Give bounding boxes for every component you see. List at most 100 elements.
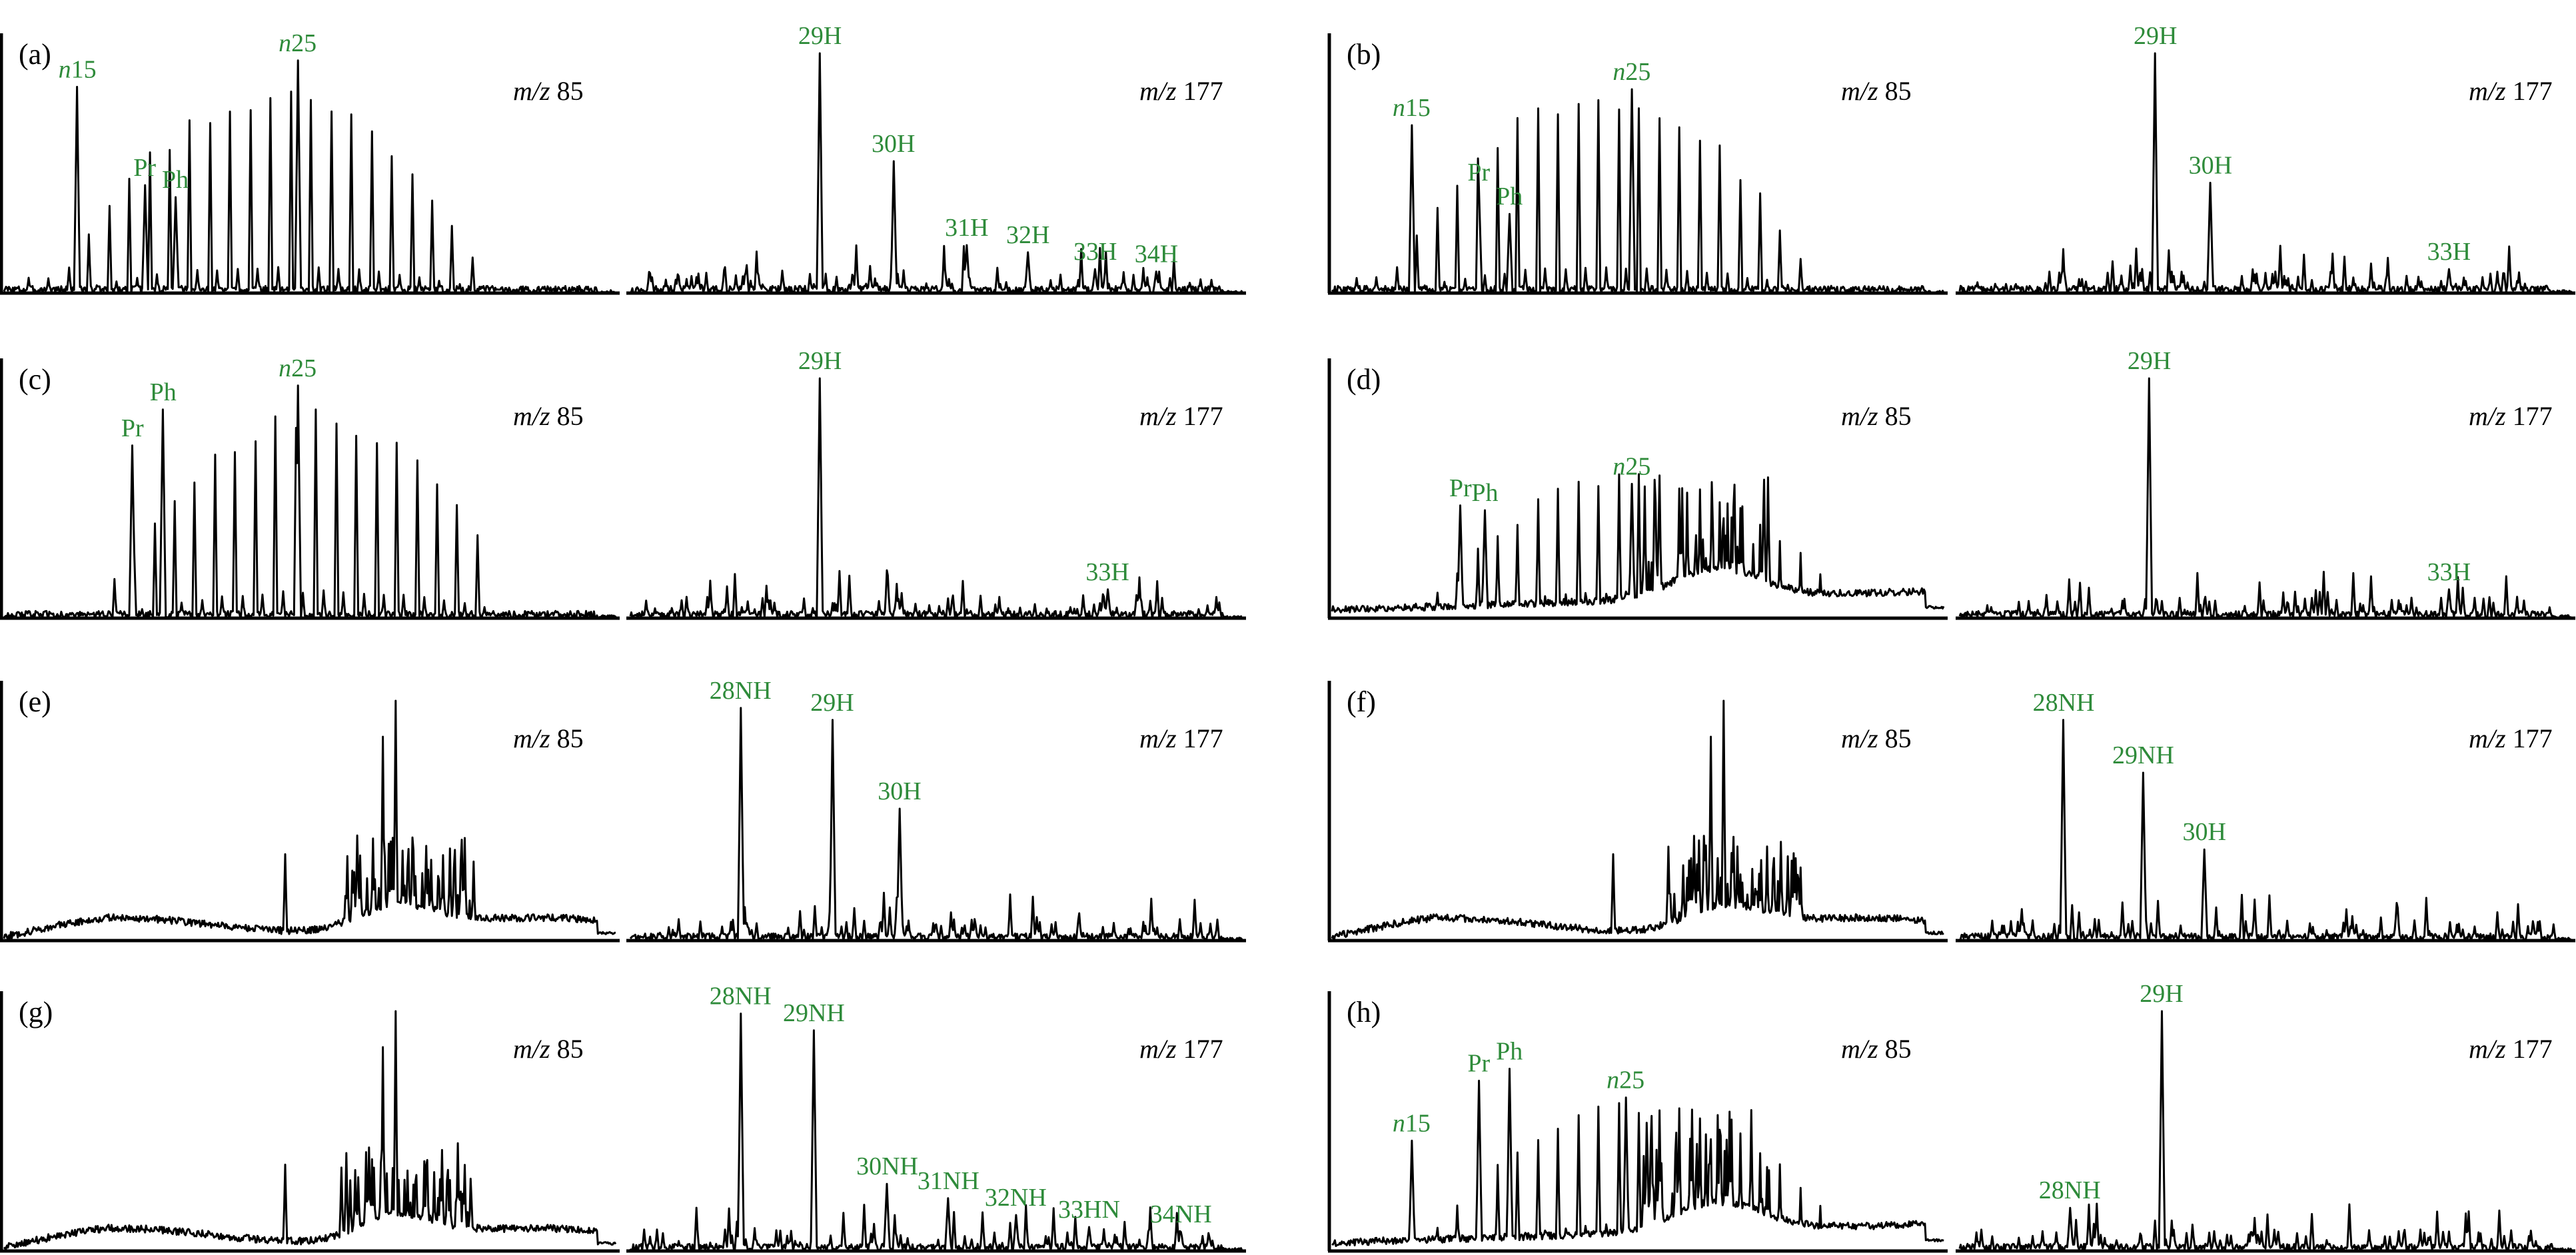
chromatogram-mz-177: m/z 177 29H 30H 31H 32H 33H 34H [626,22,1246,295]
mz-label: m/z 85 [513,401,584,431]
panel-f: (f) m/z 85 m/z 177 28NH 29NH 30H [1327,681,2575,943]
peak-label: Ph [150,378,177,406]
peak-label: 33H [1085,558,1129,586]
panel-label: (a) [19,38,51,71]
peak-label: Ph [1496,183,1523,210]
chromatogram-mz-177: m/z 177 29H 33H [1956,347,2575,620]
peak-label: 29NH [783,999,845,1027]
chromatogram-mz-177: m/z 177 29H 30H 33H [1956,22,2575,295]
panel-d: (d) m/z 85 Pr Ph n25 m/z 177 29H 33H [1327,347,2575,620]
panel-label: (f) [1347,685,1376,718]
signal-trace [3,1010,617,1250]
peak-label: 28NH [710,677,772,705]
signal-trace [1331,699,1944,941]
peak-label: 32NH [985,1184,1047,1212]
peak-label: 29H [810,689,854,717]
mz-label: m/z 85 [1841,76,1912,106]
signal-trace [630,52,1243,294]
peak-label: 29H [2140,980,2183,1008]
signal-trace [629,1013,1243,1252]
peak-label: Pr [1467,1049,1490,1077]
signal-trace [1959,719,2572,942]
peak-label: 34NH [1150,1200,1212,1228]
mz-label: m/z 85 [1841,1034,1912,1064]
chromatogram-mz-177: m/z 177 29H 33H [626,347,1246,620]
signal-trace [1331,473,1945,614]
signal-trace [3,59,616,294]
panel-label: (b) [1347,38,1381,71]
mz-label: m/z 177 [1139,1034,1223,1064]
peak-label: 30H [2182,818,2226,846]
peak-label: 29H [798,347,842,375]
peak-label: 29H [2134,22,2177,50]
peak-label: Pr [133,154,156,182]
signal-trace [3,699,616,941]
peak-label: 33HN [1058,1196,1120,1224]
peak-label: Pr [121,414,144,442]
peak-label: 30NH [856,1152,918,1180]
chromatogram-mz-85: m/z 85 [0,991,620,1253]
peak-label: Pr [1467,159,1490,187]
peak-label: 33H [2427,558,2471,586]
signal-trace [629,377,1243,620]
peak-label: Ph [1471,479,1498,507]
peak-label: 30H [2189,151,2232,179]
signal-trace [1958,52,2573,294]
peak-label: n25 [279,354,317,382]
peak-label: n25 [1612,58,1650,86]
mz-label: m/z 177 [2469,76,2553,106]
peak-label: n25 [1612,452,1650,480]
panel-h: (h) m/z 85 n15 Pr Ph n25 m/z 177 28NH 29H [1327,980,2575,1253]
signal-trace [1331,1067,1944,1247]
peak-label: 28NH [2033,689,2095,717]
chromatogram-mz-177: m/z 177 28NH 29H [1956,980,2575,1253]
peak-label: Ph [162,166,189,194]
peak-label: Pr [1449,474,1472,502]
mz-label: m/z 85 [1841,723,1912,753]
peak-label: n15 [1393,1109,1431,1137]
peak-label: 30H [878,777,921,805]
peak-label: 29H [2128,347,2171,375]
signal-trace [1958,1010,2573,1252]
mz-label: m/z 85 [1841,401,1912,431]
signal-trace [1958,377,2573,620]
signal-trace [1331,88,1945,294]
mz-label: m/z 177 [1139,401,1223,431]
peak-label: n15 [59,55,97,83]
peak-label: n25 [1607,1066,1644,1094]
peak-label: 33H [2427,238,2471,266]
panel-label: (h) [1347,996,1381,1029]
peak-label: 31H [945,214,988,242]
mz-label: m/z 85 [513,1034,584,1064]
panel-label: (c) [19,363,51,396]
peak-label: 33H [1073,238,1117,266]
peak-label: 28NH [710,983,772,1011]
peak-label: 28NH [2039,1176,2101,1204]
mz-label: m/z 177 [2469,1034,2553,1064]
mz-label: m/z 177 [2469,723,2553,753]
panel-e: (e) m/z 85 m/z 177 28NH 29H 30H [0,677,1246,943]
mz-label: m/z 85 [513,723,584,753]
peak-label: 30H [872,130,915,158]
mz-label: m/z 85 [513,76,584,106]
chromatogram-mz-177: m/z 177 28NH 29H 30H [626,677,1246,943]
chromatogram-mz-85: m/z 85 [1327,681,1948,943]
peak-label: 34H [1135,240,1178,268]
panel-a: (a) m/z 85 n15 Pr Ph n25 m/z 177 29H 30H 31H 32H 33… [0,22,1246,295]
signal-trace [629,707,1243,942]
panel-label: (g) [19,996,53,1029]
peak-label: 31NH [918,1167,979,1195]
panel-label: (d) [1347,363,1381,396]
mz-label: m/z 177 [1139,76,1223,106]
panel-label: (e) [19,685,51,718]
